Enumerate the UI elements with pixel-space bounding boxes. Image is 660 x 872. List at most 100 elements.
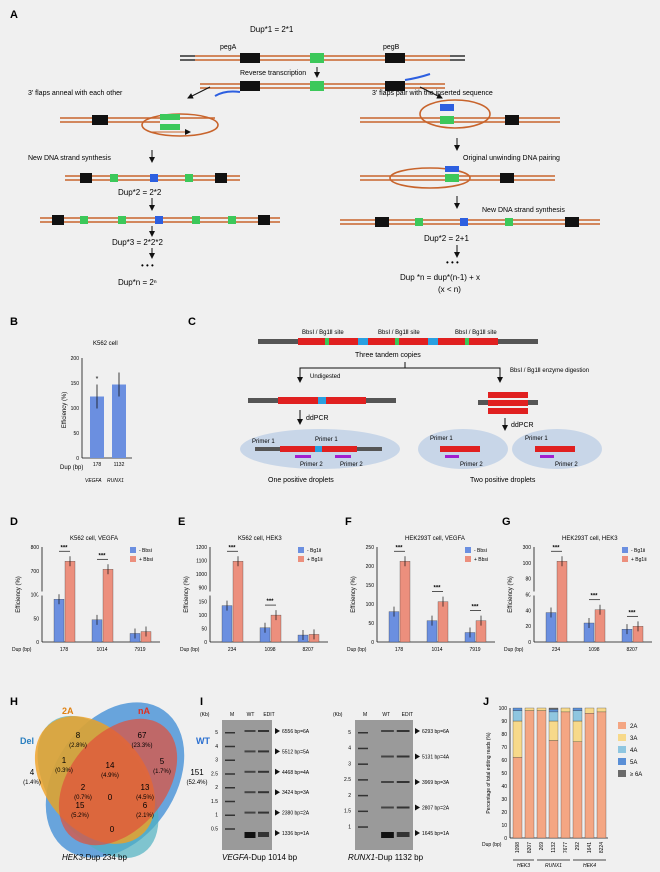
gel-wt-band-gel1 bbox=[244, 791, 256, 794]
gel-band-label-gel1: 6556 bp=6A bbox=[282, 729, 310, 735]
panel-label-i: I bbox=[200, 696, 203, 708]
ytick-chartF: 200 bbox=[366, 564, 375, 570]
j-xtick: 292 bbox=[575, 842, 581, 851]
ytick-chartE: 1000 bbox=[196, 572, 207, 578]
b-significance: * bbox=[96, 376, 99, 383]
venn-percent: (2.8%) bbox=[69, 743, 87, 749]
dup1-formula: Dup*1 = 2*1 bbox=[250, 25, 294, 34]
left-dots: • • • bbox=[141, 261, 154, 270]
venn-count: 151 bbox=[190, 768, 204, 777]
ytick-chartE: 150 bbox=[199, 599, 208, 605]
xlabel-chartF: Dup (bp) bbox=[347, 647, 367, 653]
right-condition: (x < n) bbox=[438, 285, 461, 294]
gel-marker-gel2: 1 bbox=[348, 824, 351, 830]
j-xtick: 1132 bbox=[551, 842, 557, 853]
gel-marker-gel2: 5 bbox=[348, 730, 351, 736]
venn-count: 1 bbox=[62, 756, 67, 765]
gel-marker-gel2: 2 bbox=[348, 793, 351, 799]
venn-percent: (0.3%) bbox=[55, 768, 73, 774]
venn-diagram bbox=[34, 702, 185, 859]
primer2-label-c: Primer 2 bbox=[460, 462, 483, 468]
b-bar bbox=[90, 396, 104, 458]
xtick-chartD: 7919 bbox=[134, 647, 145, 653]
bar-chartD bbox=[64, 561, 76, 643]
j-segment bbox=[548, 707, 559, 710]
j-ytick: 20 bbox=[501, 810, 507, 816]
ytick-chartG: 20 bbox=[525, 624, 531, 630]
gel-marker-band-gel2 bbox=[358, 779, 368, 781]
legend-swatch-chartE bbox=[298, 556, 304, 562]
right-synthesis-label: New DNA strand synthesis bbox=[482, 207, 565, 214]
axis-break-chartD bbox=[38, 591, 158, 596]
ddpcr-label-2: ddPCR bbox=[511, 422, 534, 429]
gel-marker-band-gel2 bbox=[358, 826, 368, 828]
venn-percent: (4.5%) bbox=[136, 795, 154, 801]
left-dupn-formula: Dup*n = 2ⁿ bbox=[118, 278, 157, 287]
gel-edit-band-gel2 bbox=[396, 755, 410, 758]
gel-wt-band-gel2 bbox=[381, 755, 394, 758]
gel-marker-band-gel1 bbox=[225, 732, 235, 734]
j-segment bbox=[524, 707, 535, 711]
right-paired-loop bbox=[360, 99, 560, 129]
enzyme-label: BbsⅠ / Bg1Ⅱ enzyme digestion bbox=[510, 368, 589, 374]
gel-lane-gel1: WT bbox=[247, 712, 255, 718]
gel-marker-band-gel2 bbox=[358, 747, 368, 750]
venn-label-wt: WT bbox=[196, 736, 210, 746]
gel-image-gel2 bbox=[355, 720, 413, 850]
b-ytick: 100 bbox=[71, 406, 80, 412]
ylabel-chartG: Efficiency (%) bbox=[508, 576, 514, 613]
gel-kb-gel2: (Kb) bbox=[333, 712, 343, 718]
venn-count: 67 bbox=[138, 731, 147, 740]
venn-count: 15 bbox=[76, 801, 85, 810]
j-segment bbox=[596, 707, 607, 713]
sig-chartG: *** bbox=[628, 610, 636, 616]
legend-swatch-chartD bbox=[130, 547, 136, 553]
gel-edit-band-gel2 bbox=[396, 730, 410, 732]
xtick-chartD: 178 bbox=[60, 647, 69, 653]
gel-marker-gel1: 1 bbox=[215, 813, 218, 819]
top-dna-duplex bbox=[180, 53, 465, 63]
ytick-chartF: 100 bbox=[366, 602, 375, 608]
title-chartG: HEK293T cell, HEK3 bbox=[562, 536, 618, 542]
j-segment bbox=[536, 707, 547, 711]
gel-marker-band-gel2 bbox=[358, 794, 368, 797]
gel-marker-gel2: 4 bbox=[348, 746, 351, 752]
panel-label-g: G bbox=[502, 516, 511, 528]
droplet-two-a-strand bbox=[440, 446, 480, 458]
gel-band-label-gel1: 2380 bp=2A bbox=[282, 811, 310, 817]
ytick-chartE: 1100 bbox=[196, 559, 207, 565]
h-caption-gene: HEK3 bbox=[62, 853, 83, 862]
gel-lane-gel2: EDIT bbox=[402, 712, 413, 718]
ytick-chartG: 60 bbox=[525, 593, 531, 599]
b-ytick: 0 bbox=[76, 456, 79, 462]
bar-chartG bbox=[556, 561, 568, 643]
gel-marker-gel1: 5 bbox=[215, 730, 218, 736]
gel-arrow-gel2 bbox=[415, 779, 420, 785]
gel-arrow-gel1 bbox=[275, 748, 280, 755]
primer2-label-a: Primer 2 bbox=[300, 462, 323, 468]
j-ytick: 70 bbox=[501, 745, 507, 751]
xtick-chartF: 7919 bbox=[469, 647, 480, 653]
sig-chartF: *** bbox=[471, 605, 479, 611]
sig-chartF: *** bbox=[395, 545, 403, 551]
gel-wt-band-gel2 bbox=[381, 806, 394, 809]
j-segment bbox=[512, 720, 523, 758]
ytick-chartF: 250 bbox=[366, 545, 375, 551]
ytick-chartE: 50 bbox=[201, 626, 207, 632]
gel-marker-gel1: 2.5 bbox=[211, 771, 218, 777]
j-ytick: 80 bbox=[501, 732, 507, 738]
ytick-chartG: 80 bbox=[525, 577, 531, 583]
gel-band-label-gel1: 5512 bp=5A bbox=[282, 749, 310, 755]
venn-percent: (23.3%) bbox=[131, 743, 152, 749]
gel-runx1: (Kb) M WT EDIT 5 4 3 2.5 2 1.5 1 6293 bp=6A 5131 bp=… bbox=[333, 712, 450, 850]
tandem-label: Three tandem copies bbox=[355, 352, 421, 359]
j-xtick: 1641 bbox=[587, 842, 593, 853]
site-label-2: BbsⅠ / Bg1Ⅱ site bbox=[378, 330, 420, 336]
j-legend-label: 5A bbox=[630, 760, 637, 766]
b-group-runx1: RUNX1 bbox=[107, 478, 124, 484]
gel-band-label-gel1: 3424 bp=3A bbox=[282, 790, 310, 796]
venn-label-del: Del bbox=[20, 736, 34, 746]
i-caption-2-rest: -Dup 1132 bp bbox=[375, 853, 423, 862]
gel-edit-band-gel2 bbox=[396, 781, 410, 783]
legend-swatch-chartF bbox=[465, 556, 471, 562]
